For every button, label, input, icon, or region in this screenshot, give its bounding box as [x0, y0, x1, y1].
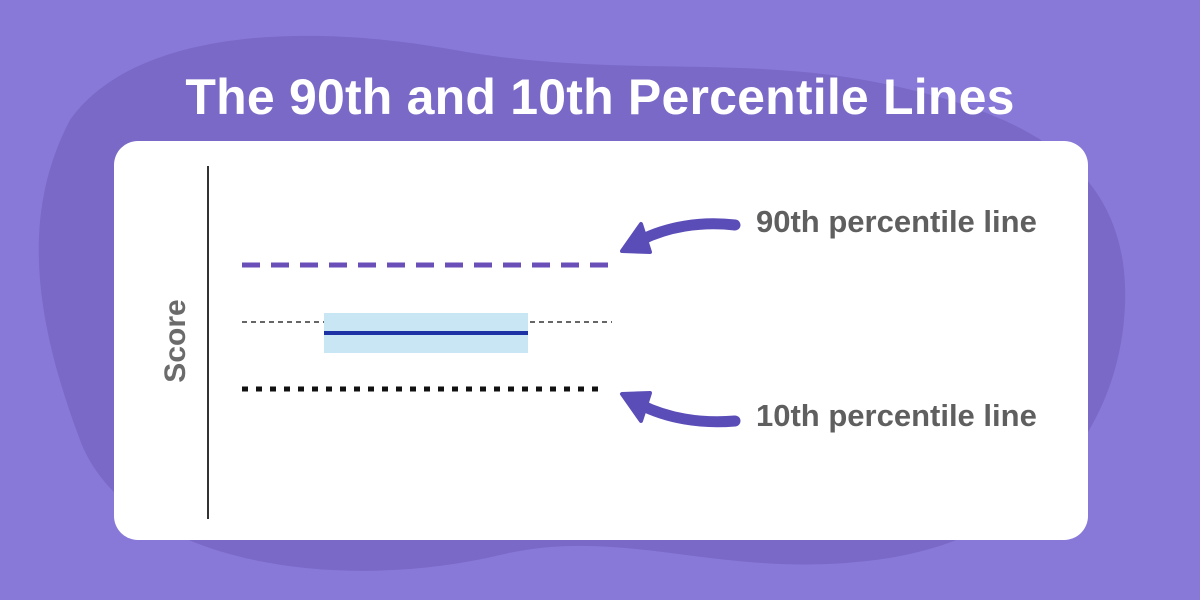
curved-arrow-left-icon [620, 391, 741, 428]
y-axis-label: Score [159, 299, 192, 383]
p10-callout-label: 10th percentile line [756, 398, 1037, 433]
p90-callout-label: 90th percentile line [756, 204, 1037, 239]
curved-arrow-left-icon [620, 218, 741, 254]
page-title: The 90th and 10th Percentile Lines [185, 69, 1015, 125]
diagram-card [114, 141, 1088, 540]
